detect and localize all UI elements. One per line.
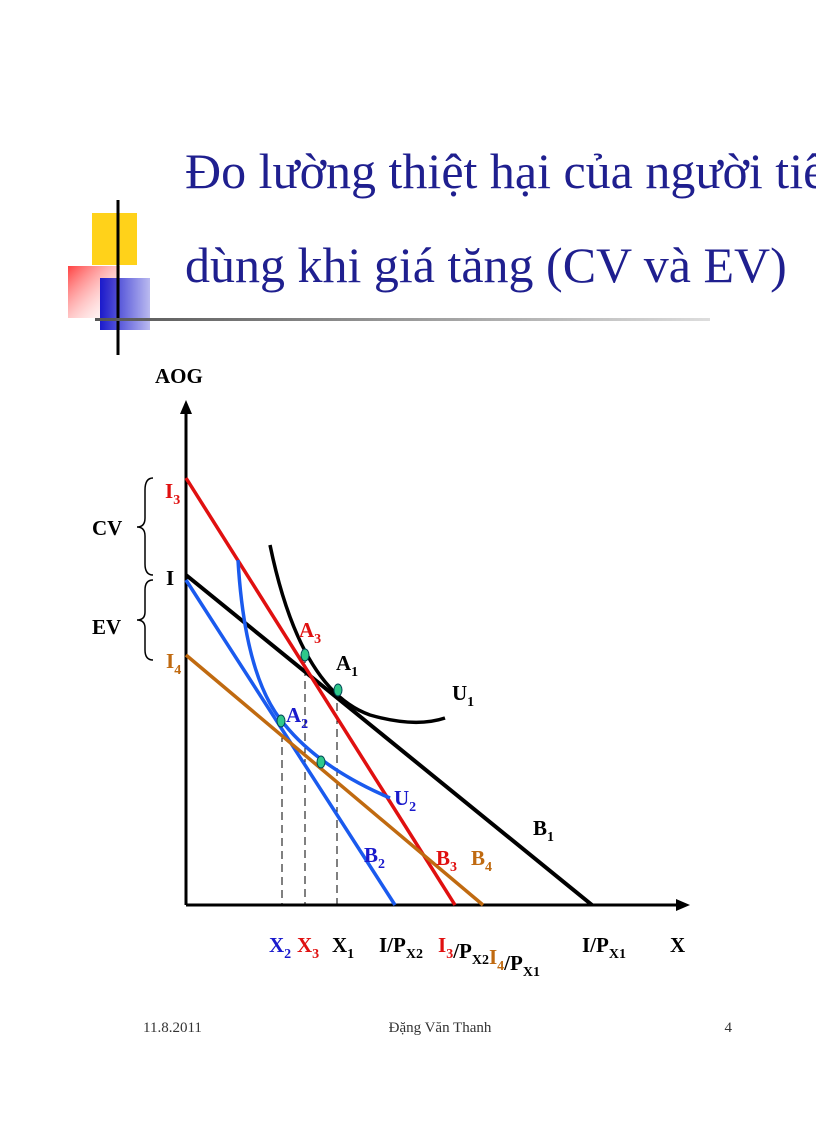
deco-hline	[95, 318, 710, 321]
brace-cv	[136, 477, 154, 576]
diagram-label: I	[166, 566, 174, 590]
label-subscript: X2	[406, 947, 423, 962]
budget-line-b1	[184, 573, 594, 907]
diagram-label: B3	[436, 846, 457, 875]
budget-line-b4	[184, 653, 485, 907]
diagram-label: AOG	[155, 364, 203, 388]
deco-blue	[100, 278, 150, 330]
label-subscript: 2	[301, 717, 308, 732]
label-text: I/P	[379, 933, 406, 957]
label-text: B	[436, 846, 450, 870]
diagram-label: EV	[92, 615, 121, 639]
label-text: U	[394, 786, 409, 810]
label-text: CV	[92, 516, 122, 540]
diagram-label: X	[670, 933, 685, 957]
label-subscript: 1	[351, 665, 358, 680]
footer-page: 4	[725, 1020, 733, 1036]
diagram-label: U1	[452, 681, 474, 710]
label-text: I/P	[582, 933, 609, 957]
label-subscript: 1	[547, 830, 554, 845]
label-text: X	[670, 933, 685, 957]
point	[276, 714, 286, 728]
label-text: /P	[503, 951, 523, 975]
label-text: I	[165, 479, 173, 503]
footer-author: Đặng Văn Thanh	[389, 1020, 492, 1036]
x-arrow	[676, 899, 690, 911]
diagram-label: I3/PX2I4/PX1	[438, 933, 540, 980]
budget-line-b3	[184, 477, 457, 906]
footer-date: 11.8.2011	[143, 1020, 202, 1036]
label-text: B	[533, 816, 547, 840]
title-line: Đo lường thiệt hại của người tiêu	[185, 143, 816, 199]
label-text: A	[299, 618, 315, 642]
deco-yellow	[92, 213, 137, 265]
label-subscript: X1	[609, 947, 626, 962]
indifference-u2	[236, 559, 391, 800]
label-text: X	[332, 933, 347, 957]
label-text: AOG	[155, 364, 203, 388]
label-text: I	[166, 566, 174, 590]
diagram-label: A1	[336, 651, 358, 680]
label-subscript: 2	[284, 947, 291, 962]
label-text: I	[166, 649, 174, 673]
label-subscript: X2	[472, 953, 489, 968]
diagram-label: U2	[394, 786, 416, 815]
y-arrow	[180, 400, 192, 414]
point	[316, 755, 326, 769]
label-subscript: 4	[174, 663, 181, 678]
diagram-label: B2	[364, 843, 385, 872]
diagram	[136, 400, 690, 911]
label-text: /P	[452, 939, 472, 963]
label-subscript: 2	[409, 800, 416, 815]
label-text: B	[471, 846, 485, 870]
diagram-label: I/PX2	[379, 933, 423, 962]
label-text: X	[269, 933, 284, 957]
label-subscript: 3	[173, 493, 180, 508]
diagram-label: X3	[297, 933, 319, 962]
brace-ev	[136, 579, 154, 661]
diagram-label: A2	[286, 703, 308, 732]
diagram-label: I3	[165, 479, 180, 508]
diagram-label: I4	[166, 649, 181, 678]
diagram-label: X1	[332, 933, 354, 962]
diagram-label: A3	[299, 618, 321, 647]
label-subscript: 3	[314, 632, 321, 647]
diagram-label: CV	[92, 516, 122, 540]
diagram-label: I/PX1	[582, 933, 626, 962]
label-subscript: 2	[378, 857, 385, 872]
label-text: U	[452, 681, 467, 705]
label-text: A	[336, 651, 352, 675]
point	[333, 683, 343, 697]
label-text: B	[364, 843, 378, 867]
label-text: EV	[92, 615, 121, 639]
diagram-label: X2	[269, 933, 291, 962]
label-subscript: 3	[446, 947, 453, 962]
label-text: A	[286, 703, 302, 727]
label-subscript: 4	[485, 860, 492, 875]
label-text: I	[438, 933, 446, 957]
label-subscript: 3	[450, 860, 457, 875]
point	[300, 648, 310, 662]
label-subscript: X1	[523, 965, 540, 980]
diagram-label: B1	[533, 816, 554, 845]
label-subscript: 3	[312, 947, 319, 962]
diagram-label: B4	[471, 846, 492, 875]
label-subscript: 1	[467, 695, 474, 710]
label-subscript: 4	[497, 959, 504, 974]
label-text: X	[297, 933, 312, 957]
label-subscript: 1	[347, 947, 354, 962]
label-text: I	[489, 945, 497, 969]
indifference-u1	[268, 544, 446, 725]
title-line: dùng khi giá tăng (CV và EV)	[185, 237, 787, 293]
